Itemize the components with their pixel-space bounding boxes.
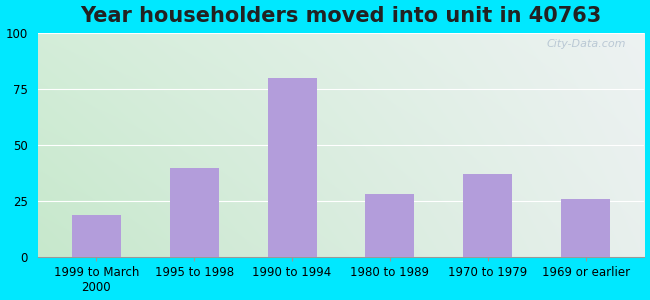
Bar [463, 174, 512, 257]
Bar [170, 167, 218, 257]
Bar [561, 199, 610, 257]
Bar [365, 194, 415, 257]
Bar [72, 215, 121, 257]
Title: Year householders moved into unit in 40763: Year householders moved into unit in 407… [81, 6, 602, 26]
Bar [268, 78, 317, 257]
Text: City-Data.com: City-Data.com [547, 39, 626, 50]
